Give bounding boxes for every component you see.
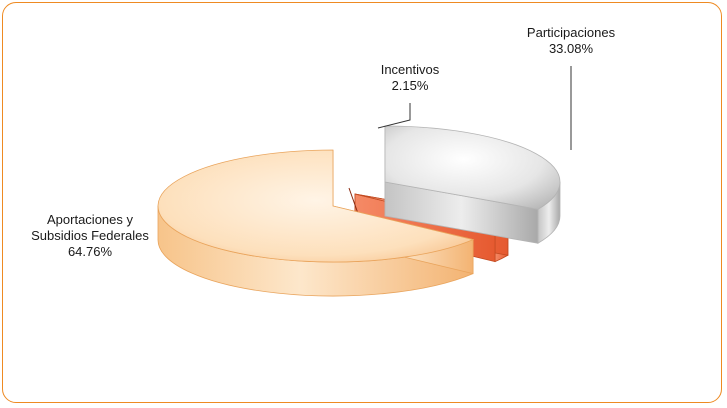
slice-participaciones: [384, 125, 561, 244]
slice-participaciones-top: [384, 125, 561, 210]
label-leaders: [377, 66, 572, 150]
leader-line-1: [377, 103, 411, 129]
data-label-2: Aportaciones y Subsidios Federales 64.76%: [31, 212, 149, 259]
pie-slices: [157, 125, 561, 297]
slice-aportaciones-y-subsidios-federales-top: [157, 149, 475, 263]
data-labels: Participaciones 33.08% Incentivos 2.15% Apor…: [31, 25, 615, 259]
data-label-0: Participaciones 33.08%: [527, 25, 616, 56]
data-label-1: Incentivos 2.15%: [381, 62, 440, 93]
slice-aportaciones-y-subsidios-federales: [157, 149, 475, 297]
